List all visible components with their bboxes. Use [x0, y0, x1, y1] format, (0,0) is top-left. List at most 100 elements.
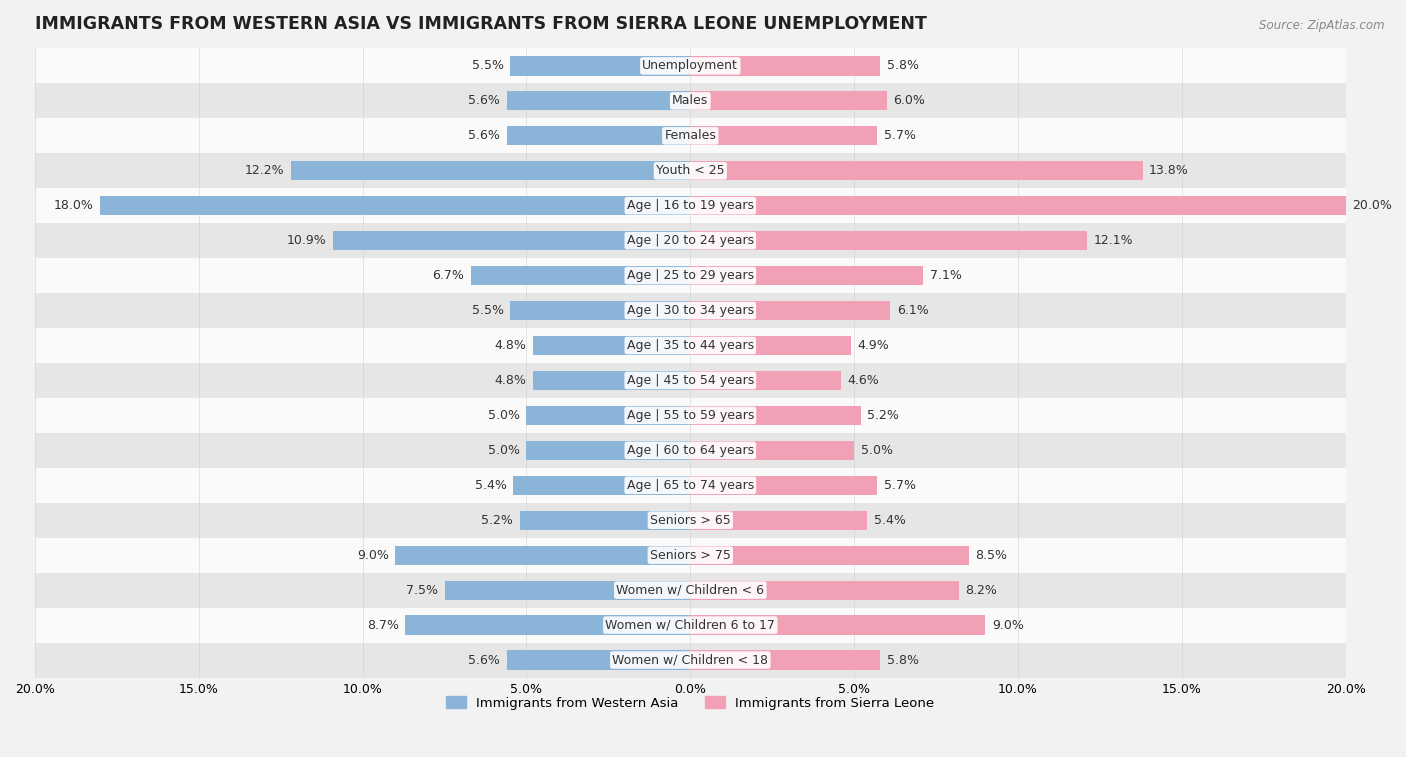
Bar	[690, 301, 890, 320]
Bar	[35, 328, 1346, 363]
Text: Source: ZipAtlas.com: Source: ZipAtlas.com	[1260, 19, 1385, 32]
Text: 8.5%: 8.5%	[976, 549, 1007, 562]
Text: Age | 16 to 19 years: Age | 16 to 19 years	[627, 199, 754, 212]
Bar	[35, 118, 1346, 153]
Bar	[526, 406, 690, 425]
Bar	[533, 336, 690, 355]
Text: 5.5%: 5.5%	[471, 304, 503, 317]
Text: Women w/ Children 6 to 17: Women w/ Children 6 to 17	[606, 618, 775, 631]
Text: Age | 25 to 29 years: Age | 25 to 29 years	[627, 269, 754, 282]
Bar	[35, 398, 1346, 433]
Text: Youth < 25: Youth < 25	[657, 164, 724, 177]
Bar	[690, 475, 877, 495]
Bar	[690, 161, 1143, 180]
Text: 8.2%: 8.2%	[966, 584, 997, 597]
Bar	[510, 301, 690, 320]
Text: Females: Females	[665, 129, 716, 142]
Bar	[690, 336, 851, 355]
Bar	[690, 581, 959, 600]
Text: 5.0%: 5.0%	[488, 409, 520, 422]
Bar	[690, 650, 880, 670]
Bar	[690, 56, 880, 76]
Text: Age | 60 to 64 years: Age | 60 to 64 years	[627, 444, 754, 457]
Text: 9.0%: 9.0%	[991, 618, 1024, 631]
Text: 20.0%: 20.0%	[1353, 199, 1392, 212]
Bar	[35, 48, 1346, 83]
Bar	[35, 643, 1346, 678]
Text: 5.0%: 5.0%	[860, 444, 893, 457]
Bar	[690, 615, 986, 634]
Text: 4.8%: 4.8%	[495, 374, 526, 387]
Bar	[513, 475, 690, 495]
Bar	[690, 406, 860, 425]
Bar	[395, 546, 690, 565]
Text: 6.7%: 6.7%	[432, 269, 464, 282]
Bar	[35, 83, 1346, 118]
Bar	[510, 56, 690, 76]
Bar	[35, 363, 1346, 398]
Bar	[690, 371, 841, 390]
Bar	[100, 196, 690, 215]
Text: 5.0%: 5.0%	[488, 444, 520, 457]
Text: 4.6%: 4.6%	[848, 374, 879, 387]
Text: Women w/ Children < 18: Women w/ Children < 18	[612, 653, 768, 667]
Bar	[35, 468, 1346, 503]
Bar	[35, 537, 1346, 572]
Text: 7.1%: 7.1%	[929, 269, 962, 282]
Bar	[291, 161, 690, 180]
Text: 5.7%: 5.7%	[883, 129, 915, 142]
Text: 8.7%: 8.7%	[367, 618, 399, 631]
Bar	[526, 441, 690, 460]
Text: Unemployment: Unemployment	[643, 59, 738, 73]
Text: Age | 55 to 59 years: Age | 55 to 59 years	[627, 409, 754, 422]
Text: 5.2%: 5.2%	[481, 514, 513, 527]
Bar	[35, 608, 1346, 643]
Bar	[35, 258, 1346, 293]
Text: Age | 20 to 24 years: Age | 20 to 24 years	[627, 234, 754, 247]
Bar	[506, 126, 690, 145]
Text: 12.2%: 12.2%	[245, 164, 284, 177]
Text: 5.8%: 5.8%	[887, 653, 920, 667]
Text: 5.6%: 5.6%	[468, 129, 501, 142]
Bar	[690, 196, 1346, 215]
Bar	[405, 615, 690, 634]
Bar	[35, 293, 1346, 328]
Text: Males: Males	[672, 95, 709, 107]
Text: 5.5%: 5.5%	[471, 59, 503, 73]
Text: 5.6%: 5.6%	[468, 95, 501, 107]
Text: Age | 45 to 54 years: Age | 45 to 54 years	[627, 374, 754, 387]
Text: Age | 65 to 74 years: Age | 65 to 74 years	[627, 478, 754, 492]
Legend: Immigrants from Western Asia, Immigrants from Sierra Leone: Immigrants from Western Asia, Immigrants…	[440, 691, 939, 715]
Text: 18.0%: 18.0%	[53, 199, 94, 212]
Bar	[35, 572, 1346, 608]
Bar	[35, 433, 1346, 468]
Text: 5.7%: 5.7%	[883, 478, 915, 492]
Text: Age | 35 to 44 years: Age | 35 to 44 years	[627, 339, 754, 352]
Text: 6.0%: 6.0%	[893, 95, 925, 107]
Bar	[35, 188, 1346, 223]
Bar	[690, 92, 887, 111]
Text: 7.5%: 7.5%	[406, 584, 439, 597]
Text: 5.4%: 5.4%	[475, 478, 506, 492]
Text: 4.8%: 4.8%	[495, 339, 526, 352]
Text: 5.6%: 5.6%	[468, 653, 501, 667]
Bar	[690, 266, 922, 285]
Text: 10.9%: 10.9%	[287, 234, 326, 247]
Bar	[690, 546, 969, 565]
Text: 5.2%: 5.2%	[868, 409, 898, 422]
Bar	[444, 581, 690, 600]
Bar	[533, 371, 690, 390]
Bar	[506, 92, 690, 111]
Bar	[690, 441, 855, 460]
Text: 12.1%: 12.1%	[1094, 234, 1133, 247]
Text: 4.9%: 4.9%	[858, 339, 889, 352]
Text: 6.1%: 6.1%	[897, 304, 928, 317]
Text: 13.8%: 13.8%	[1149, 164, 1189, 177]
Bar	[35, 153, 1346, 188]
Bar	[520, 511, 690, 530]
Text: 9.0%: 9.0%	[357, 549, 389, 562]
Bar	[690, 126, 877, 145]
Text: Women w/ Children < 6: Women w/ Children < 6	[616, 584, 765, 597]
Text: IMMIGRANTS FROM WESTERN ASIA VS IMMIGRANTS FROM SIERRA LEONE UNEMPLOYMENT: IMMIGRANTS FROM WESTERN ASIA VS IMMIGRAN…	[35, 15, 927, 33]
Bar	[690, 511, 868, 530]
